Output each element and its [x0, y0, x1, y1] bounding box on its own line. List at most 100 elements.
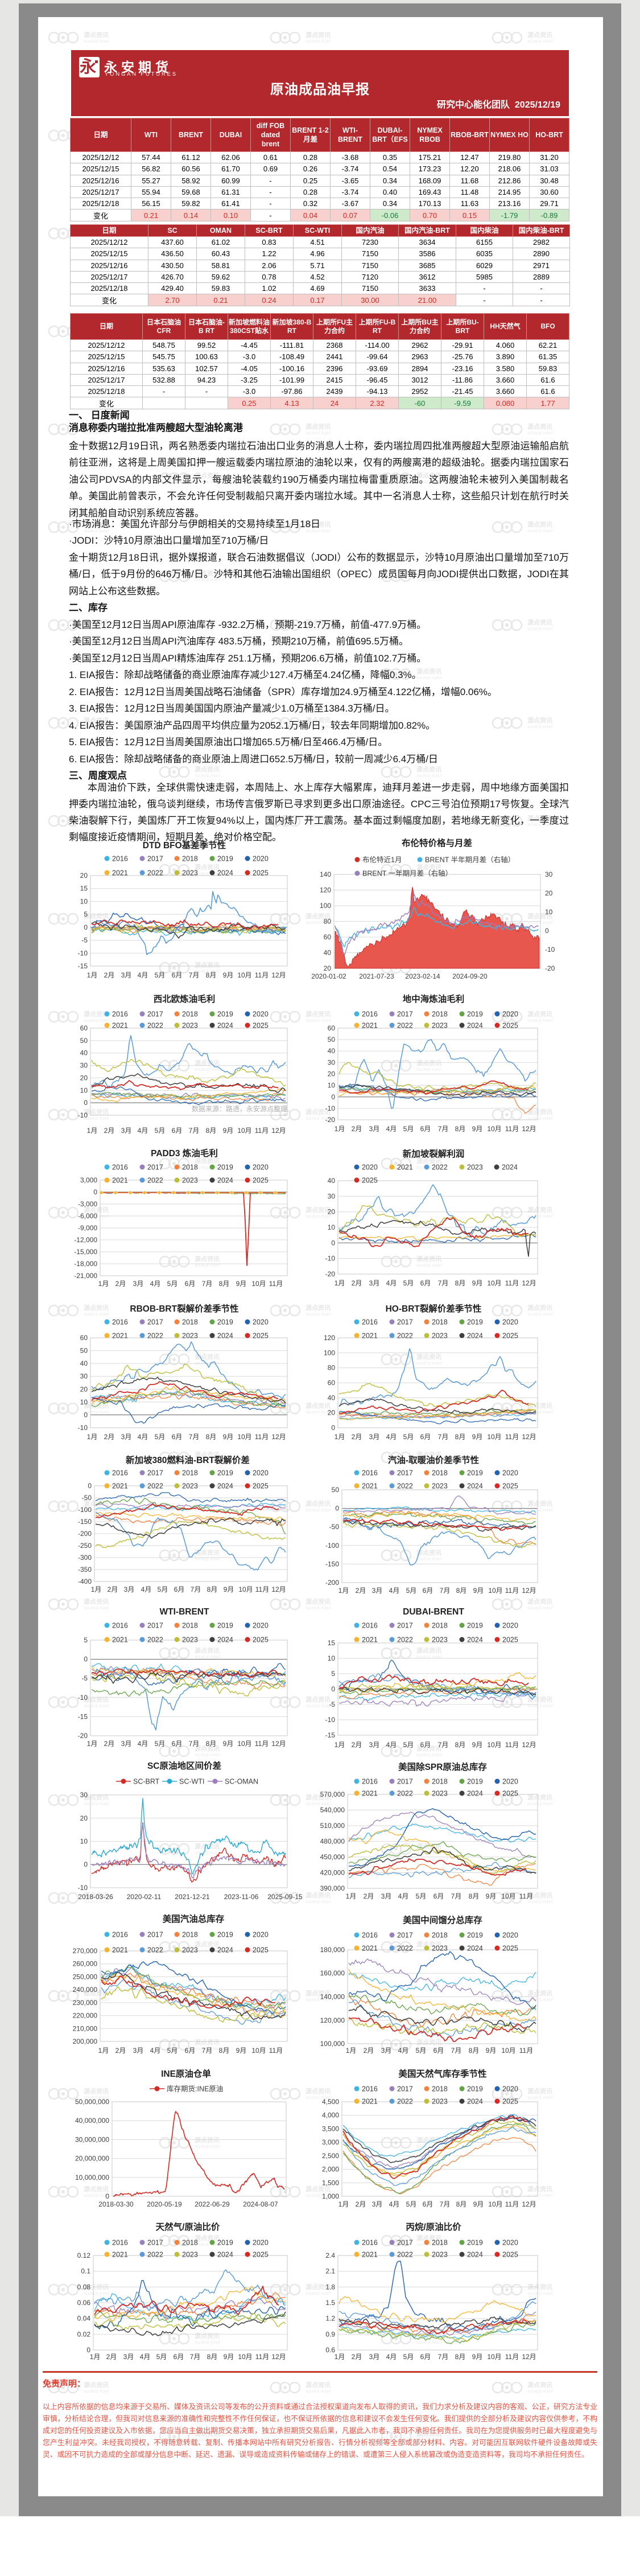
svg-text:源点资讯: 源点资讯 [84, 520, 109, 528]
svg-text:2.4: 2.4 [325, 2252, 335, 2259]
svg-text:DUBAI-BRENT: DUBAI-BRENT [403, 1607, 464, 1617]
svg-text:0.02: 0.02 [77, 2330, 91, 2338]
svg-text:源点资讯: 源点资讯 [195, 1255, 220, 1263]
svg-text:11月: 11月 [255, 1585, 269, 1593]
svg-text:10月: 10月 [487, 1279, 501, 1287]
svg-text:5月: 5月 [403, 1433, 414, 1441]
svg-text:2019: 2019 [217, 1318, 233, 1326]
svg-text:源点资讯: 源点资讯 [305, 1989, 331, 1997]
svg-text:源点资讯: 源点资讯 [84, 1010, 109, 1018]
svg-text:2022: 2022 [147, 1022, 163, 1030]
svg-text:2025: 2025 [253, 1177, 269, 1185]
svg-text:2019: 2019 [467, 1318, 483, 1326]
svg-text:2024: 2024 [467, 1790, 483, 1798]
svg-text:1.2: 1.2 [325, 2315, 335, 2323]
svg-text:1月: 1月 [87, 1433, 98, 1441]
svg-text:60: 60 [328, 1024, 336, 1032]
svg-text:20: 20 [80, 1385, 88, 1393]
svg-text:11月: 11月 [505, 1125, 519, 1133]
svg-text:3月: 3月 [369, 1125, 380, 1133]
svg-text:3月: 3月 [369, 1433, 380, 1441]
svg-text:40: 40 [328, 1394, 336, 1402]
svg-text:10月: 10月 [237, 971, 251, 979]
svg-text:230,000: 230,000 [73, 1999, 98, 2007]
svg-text:源点资讯: 源点资讯 [84, 716, 109, 724]
svg-text:5月: 5月 [155, 971, 166, 979]
svg-text:-10: -10 [325, 1716, 336, 1724]
svg-text:5月: 5月 [155, 1740, 166, 1748]
svg-text:2021-12-21: 2021-12-21 [175, 1893, 210, 1901]
svg-text:8月: 8月 [219, 2047, 230, 2055]
svg-text:源点资讯: 源点资讯 [527, 814, 552, 822]
svg-text:9月: 9月 [223, 1127, 234, 1135]
svg-text:30: 30 [328, 1192, 336, 1200]
svg-text:140,000: 140,000 [320, 1993, 345, 2001]
svg-text:8月: 8月 [455, 2353, 466, 2361]
svg-text:-20: -20 [325, 1116, 336, 1124]
svg-text:美国中间馏分总库存: 美国中间馏分总库存 [403, 1914, 482, 1925]
svg-text:SC-OMAN: SC-OMAN [225, 1778, 258, 1786]
svg-text:源点资讯: 源点资讯 [84, 31, 109, 39]
svg-text:源点资讯: 源点资讯 [305, 1304, 331, 1312]
svg-text:2019: 2019 [217, 1931, 233, 1939]
svg-text:11月: 11月 [505, 1587, 519, 1595]
svg-text:60: 60 [328, 1379, 336, 1387]
svg-text:11月: 11月 [519, 1892, 533, 1900]
svg-text:SOURCE POINT: SOURCE POINT [527, 2097, 554, 2100]
svg-text:11月: 11月 [505, 1433, 519, 1441]
svg-text:-10: -10 [545, 946, 555, 954]
svg-text:2017: 2017 [147, 855, 163, 863]
svg-text:1月: 1月 [335, 1279, 345, 1287]
svg-text:-15: -15 [78, 1712, 88, 1720]
svg-text:10月: 10月 [501, 2047, 515, 2055]
svg-text:-5: -5 [81, 1674, 88, 1682]
svg-text:SC-BRT: SC-BRT [133, 1778, 160, 1786]
svg-text:40: 40 [328, 1047, 336, 1055]
svg-text:3月: 3月 [121, 971, 132, 979]
svg-text:20: 20 [80, 872, 88, 880]
svg-text:0: 0 [331, 1239, 335, 1247]
svg-text:0.6: 0.6 [325, 2346, 335, 2354]
svg-text:源点资讯: 源点资讯 [195, 1157, 220, 1165]
svg-text:2022: 2022 [147, 1332, 163, 1340]
svg-text:6月: 6月 [420, 1433, 431, 1441]
svg-text:SOURCE POINT: SOURCE POINT [84, 1705, 110, 1708]
svg-text:9月: 9月 [472, 1741, 483, 1749]
svg-text:12月: 12月 [522, 2353, 536, 2361]
svg-text:570,000: 570,000 [320, 1790, 345, 1798]
svg-text:源点资讯: 源点资讯 [416, 1646, 441, 1654]
svg-text:源点资讯: 源点资讯 [416, 1353, 441, 1361]
svg-text:RBOB-BRT裂解价差季节性: RBOB-BRT裂解价差季节性 [130, 1303, 239, 1314]
svg-text:西北欧炼油毛利: 西北欧炼油毛利 [154, 993, 216, 1004]
svg-text:源点资讯: 源点资讯 [84, 618, 109, 626]
svg-text:源点资讯: 源点资讯 [84, 912, 109, 920]
svg-text:2022: 2022 [147, 1636, 163, 1644]
svg-text:2017: 2017 [147, 1469, 163, 1477]
svg-text:2022: 2022 [397, 1482, 413, 1490]
svg-text:SOURCE POINT: SOURCE POINT [84, 1118, 110, 1121]
svg-text:5月: 5月 [155, 1433, 166, 1441]
svg-text:6月: 6月 [420, 1125, 431, 1133]
svg-text:2023: 2023 [467, 1164, 483, 1172]
svg-text:源点资讯: 源点资讯 [527, 422, 552, 430]
svg-text:2024: 2024 [502, 1164, 518, 1172]
svg-text:源点资讯: 源点资讯 [305, 31, 331, 39]
svg-text:2024: 2024 [217, 1332, 233, 1340]
svg-text:2022: 2022 [432, 1164, 448, 1172]
svg-text:2021: 2021 [397, 1164, 413, 1172]
svg-text:美国除SPR原油总库存: 美国除SPR原油总库存 [398, 1761, 487, 1772]
svg-text:SOURCE POINT: SOURCE POINT [305, 40, 332, 44]
svg-text:12月: 12月 [271, 1740, 286, 1748]
svg-text:100: 100 [324, 1349, 335, 1357]
svg-text:SOURCE POINT: SOURCE POINT [416, 481, 443, 484]
svg-text:200,000: 200,000 [73, 2037, 98, 2045]
svg-text:2020: 2020 [253, 1469, 269, 1477]
svg-text:SOURCE POINT: SOURCE POINT [305, 1020, 332, 1023]
svg-text:SOURCE POINT: SOURCE POINT [527, 1705, 554, 1708]
svg-text:2月: 2月 [115, 1280, 126, 1288]
svg-text:2016: 2016 [362, 1932, 378, 1940]
svg-text:SOURCE POINT: SOURCE POINT [195, 2146, 221, 2149]
svg-text:2019: 2019 [467, 1778, 483, 1786]
svg-text:2月: 2月 [352, 1279, 362, 1287]
svg-text:8月: 8月 [207, 1585, 218, 1593]
